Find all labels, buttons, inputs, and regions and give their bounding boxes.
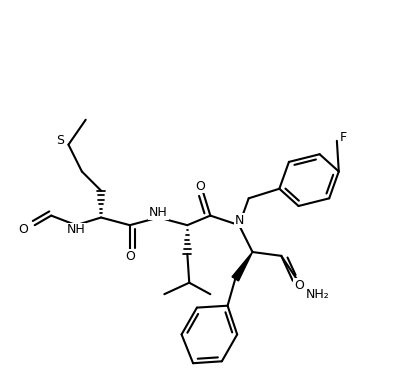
Text: N: N [235,214,244,227]
Text: O: O [294,279,304,292]
Text: NH: NH [67,223,85,236]
Text: NH: NH [149,207,168,219]
Text: O: O [195,180,205,193]
Polygon shape [232,252,252,281]
Text: O: O [18,223,28,236]
Text: O: O [125,250,135,263]
Text: F: F [340,131,347,144]
Text: S: S [56,134,64,147]
Text: NH₂: NH₂ [306,289,330,301]
